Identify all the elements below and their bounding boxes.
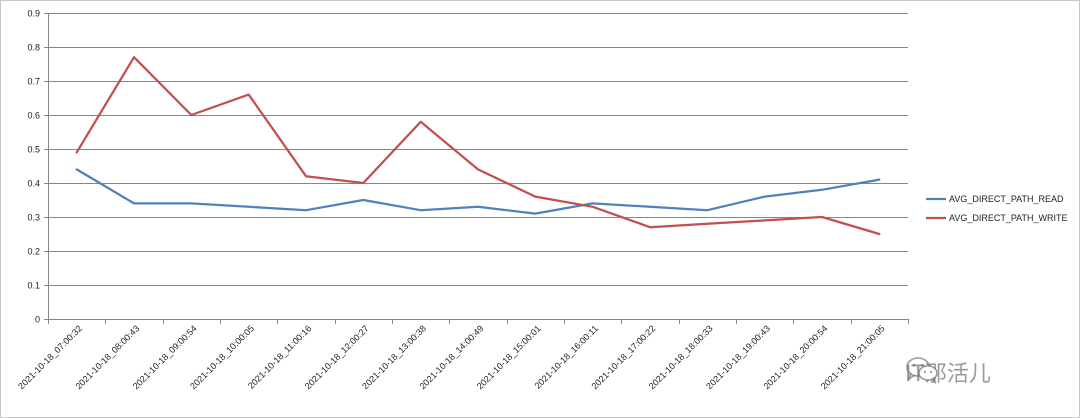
y-axis-tick-labels: 0 0.1 0.2 0.3 0.4 0.5 0.6 0.7 0.8 0.9 bbox=[27, 9, 48, 325]
gridlines bbox=[48, 13, 908, 320]
y-tick-label-5: 0.5 bbox=[27, 145, 40, 155]
x-axis-tick-labels: 2021-10-18_07:00:322021-10-18_08:00:4320… bbox=[16, 323, 887, 391]
legend-label-0: AVG_DIRECT_PATH_READ bbox=[949, 194, 1064, 204]
x-tick-label-14: 2021-10-18_21:00:05 bbox=[819, 323, 887, 391]
x-tick-label-4: 2021-10-18_11:00:16 bbox=[246, 323, 313, 390]
x-tick-label-12: 2021-10-18_19:00:43 bbox=[704, 323, 772, 391]
x-tick-label-10: 2021-10-18_17:00:22 bbox=[589, 323, 657, 391]
y-tick-label-6: 0.6 bbox=[27, 111, 40, 121]
x-axis bbox=[48, 13, 909, 324]
wechat-icon bbox=[906, 357, 938, 384]
x-tick-label-11: 2021-10-18_18:00:33 bbox=[647, 323, 715, 391]
x-tick-label-7: 2021-10-18_14:00:49 bbox=[417, 323, 485, 391]
y-tick-label-0: 0 bbox=[35, 315, 40, 325]
y-tick-label-7: 0.7 bbox=[27, 77, 40, 87]
watermark: IT那活儿 bbox=[905, 356, 991, 388]
y-tick-label-3: 0.3 bbox=[27, 213, 40, 223]
x-tick-label-0: 2021-10-18_07:00:32 bbox=[16, 323, 84, 391]
legend-label-1: AVG_DIRECT_PATH_WRITE bbox=[949, 213, 1068, 223]
y-tick-label-1: 0.1 bbox=[27, 281, 40, 291]
x-tick-label-5: 2021-10-18_12:00:27 bbox=[303, 323, 371, 391]
series-line-0 bbox=[75, 168, 881, 215]
y-tick-label-4: 0.4 bbox=[27, 179, 40, 189]
x-tick-label-2: 2021-10-18_09:00:54 bbox=[131, 323, 199, 391]
x-tick-label-3: 2021-10-18_10:00:05 bbox=[188, 323, 256, 391]
x-tick-label-8: 2021-10-18_15:00:01 bbox=[475, 323, 543, 391]
legend: AVG_DIRECT_PATH_READ AVG_DIRECT_PATH_WRIT… bbox=[926, 194, 1068, 223]
y-tick-label-2: 0.2 bbox=[27, 247, 40, 257]
x-tick-label-6: 2021-10-18_13:00:38 bbox=[360, 323, 428, 391]
x-tick-label-9: 2021-10-18_16:00:11 bbox=[533, 323, 600, 390]
y-tick-label-9: 0.9 bbox=[27, 9, 40, 19]
y-tick-label-8: 0.8 bbox=[27, 43, 40, 53]
x-tick-label-1: 2021-10-18_08:00:43 bbox=[73, 323, 141, 391]
series-lines bbox=[75, 56, 881, 236]
x-tick-label-13: 2021-10-18_20:00:54 bbox=[761, 323, 829, 391]
